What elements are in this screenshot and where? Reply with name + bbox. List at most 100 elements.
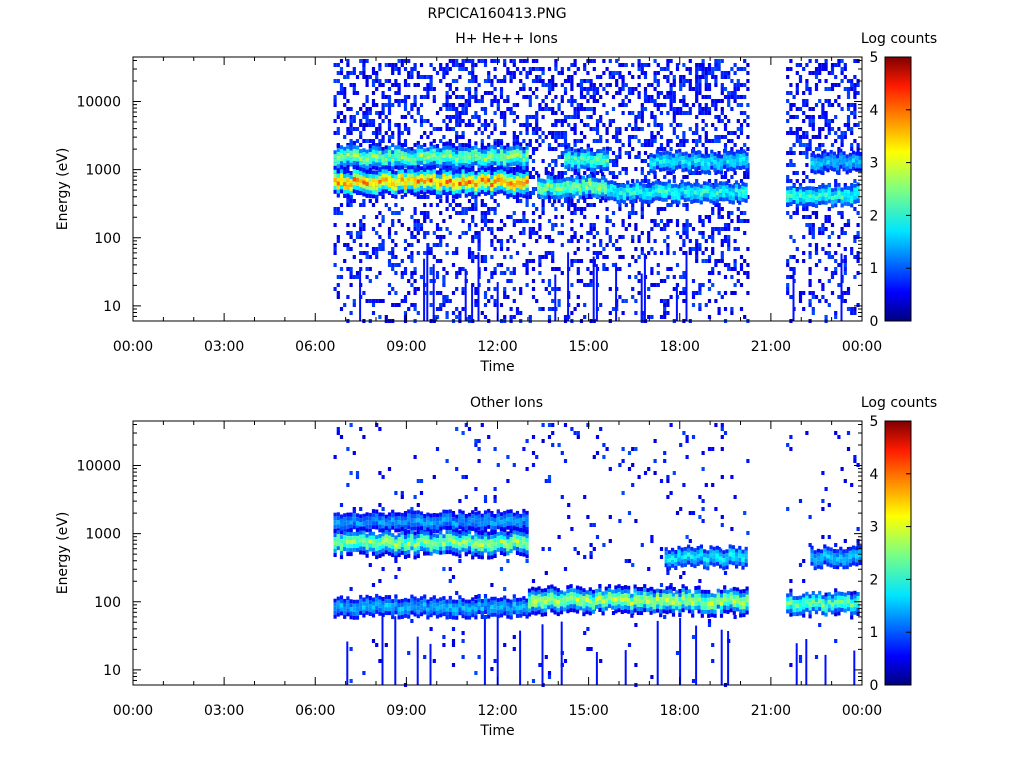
data-pixel (352, 127, 356, 131)
band-pixel (655, 149, 659, 154)
data-pixel (336, 71, 340, 75)
data-pixel (666, 223, 670, 227)
band-pixel (622, 196, 627, 201)
data-pixel (400, 131, 404, 135)
data-pixel (483, 119, 488, 123)
band-pixel (699, 200, 703, 205)
band-pixel (339, 157, 344, 162)
data-pixel (391, 143, 395, 147)
band-pixel (439, 182, 443, 187)
data-pixel (400, 491, 404, 495)
data-pixel (339, 87, 344, 91)
band-pixel (581, 183, 585, 188)
data-pixel (519, 199, 523, 203)
data-pixel (439, 235, 443, 239)
data-pixel (631, 111, 635, 115)
data-pixel (557, 135, 561, 139)
data-pixel (525, 283, 529, 287)
data-pixel (576, 279, 580, 283)
band-pixel (852, 158, 856, 163)
band-pixel (445, 188, 449, 192)
band-pixel (741, 189, 745, 194)
data-pixel (685, 203, 689, 207)
band-pixel (439, 168, 443, 173)
band-pixel (602, 151, 606, 156)
data-pixel (592, 59, 596, 63)
data-pixel (528, 315, 532, 319)
data-pixel (512, 111, 516, 115)
data-pixel (429, 75, 433, 79)
band-pixel (384, 169, 388, 174)
band-pixel (429, 186, 433, 191)
band-pixel (474, 161, 478, 166)
data-pixel (541, 307, 545, 311)
band-pixel (549, 184, 553, 188)
band-pixel (814, 200, 819, 204)
band-pixel (729, 158, 733, 163)
data-pixel (643, 91, 648, 95)
data-pixel (432, 99, 436, 103)
data-pixel (727, 215, 731, 219)
data-pixel (802, 215, 806, 219)
band-pixel (503, 149, 507, 154)
band-pixel (573, 156, 578, 161)
data-pixel (541, 99, 545, 103)
data-pixel (573, 99, 577, 103)
data-pixel (830, 87, 835, 91)
data-pixel (583, 171, 587, 175)
data-pixel (682, 243, 686, 247)
band-pixel (832, 159, 836, 164)
data-pixel (352, 275, 356, 279)
data-pixel (525, 203, 529, 207)
data-pixel (586, 247, 590, 251)
band-pixel (580, 160, 584, 165)
data-streak (640, 273, 643, 321)
band-pixel (496, 166, 500, 171)
data-pixel (493, 235, 497, 239)
band-pixel (432, 169, 436, 174)
band-pixel (515, 172, 520, 177)
data-pixel (471, 255, 475, 259)
data-pixel (786, 75, 790, 79)
data-pixel (586, 91, 590, 95)
data-pixel (535, 115, 539, 119)
data-pixel (394, 263, 398, 267)
data-pixel (477, 231, 481, 235)
data-pixel (698, 171, 702, 175)
data-pixel (707, 63, 712, 67)
band-pixel (512, 141, 516, 146)
data-pixel (483, 219, 488, 223)
data-pixel (704, 303, 708, 307)
band-pixel (619, 187, 623, 191)
data-pixel (682, 251, 686, 255)
band-pixel (522, 161, 526, 166)
band-pixel (413, 188, 417, 193)
data-pixel (627, 87, 632, 91)
band-pixel (824, 188, 828, 193)
data-pixel (442, 567, 446, 571)
data-pixel (589, 259, 593, 263)
data-pixel (595, 87, 600, 91)
data-pixel (573, 131, 577, 135)
band-pixel (448, 170, 452, 175)
band-pixel (522, 170, 526, 175)
data-pixel (720, 59, 724, 63)
band-pixel (416, 152, 420, 157)
band-pixel (471, 187, 475, 192)
band-pixel (515, 164, 520, 169)
data-pixel (717, 259, 721, 263)
band-pixel (667, 195, 671, 200)
data-pixel (653, 115, 657, 119)
data-pixel (509, 307, 513, 311)
data-pixel (853, 179, 857, 183)
data-pixel (339, 91, 344, 95)
data-pixel (666, 171, 670, 175)
band-pixel (461, 181, 465, 186)
band-pixel (397, 170, 401, 175)
data-pixel (701, 75, 705, 79)
data-pixel (727, 103, 731, 107)
data-pixel (827, 255, 831, 259)
data-pixel (538, 135, 542, 139)
data-pixel (352, 199, 356, 203)
data-pixel (808, 231, 812, 235)
